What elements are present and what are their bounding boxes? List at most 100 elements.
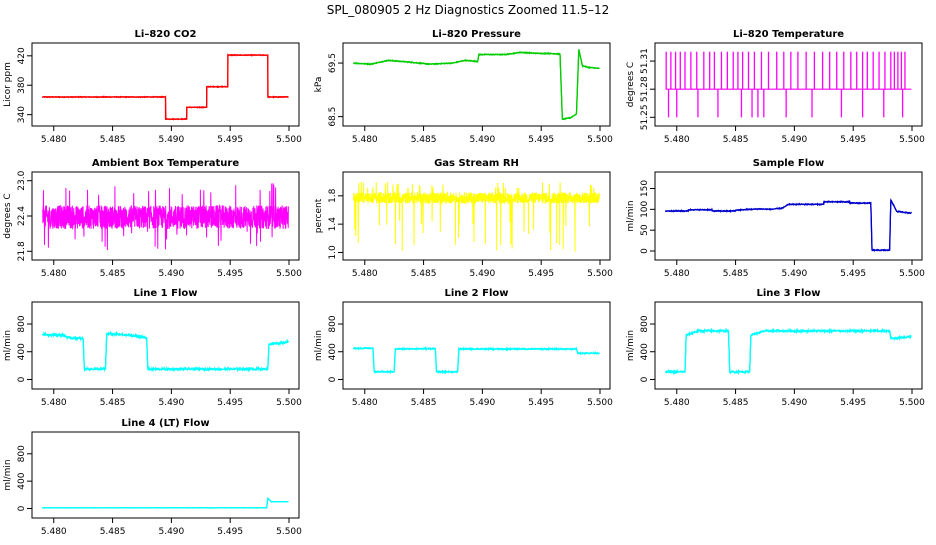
series-steps: [665, 330, 912, 373]
chart-title: Line 2 Flow: [445, 288, 509, 299]
x-tick-label: 5.485: [411, 135, 437, 145]
y-tick-label: 50: [640, 224, 650, 236]
y-tick-label: 400: [328, 343, 338, 360]
plot-frame: [342, 42, 611, 127]
x-tick-label: 5.480: [41, 135, 67, 145]
x-tick-label: 5.485: [723, 398, 749, 408]
y-axis-label: ml/min: [3, 459, 13, 490]
chart-panel: Ambient Box Temperature degrees C 5.480 5.4…: [3, 158, 302, 279]
series-line: [42, 497, 289, 509]
x-tick-label: 5.495: [528, 269, 554, 279]
y-axis-label: degrees C: [626, 62, 636, 107]
x-tick-label: 5.480: [664, 398, 690, 408]
y-tick-label: 150: [640, 180, 650, 197]
y-tick-label: 22.4: [17, 206, 27, 226]
chart-panel: Li–820 CO2 Licor ppm 5.480 5.485 5.490 5.495 5…: [3, 29, 302, 145]
y-tick-label: 800: [328, 315, 338, 332]
x-tick-label: 5.495: [840, 135, 866, 145]
plot-frame: [654, 301, 923, 390]
x-tick-label: 5.495: [217, 135, 243, 145]
main-title: SPL_080905 2 Hz Diagnostics Zoomed 11.5–…: [327, 3, 610, 17]
x-tick-label: 5.500: [587, 135, 613, 145]
y-tick-label: 69.5: [328, 53, 338, 73]
x-tick-label: 5.500: [276, 398, 302, 408]
series-steps: [665, 199, 912, 251]
plot-frame: [342, 171, 611, 261]
y-axis-label: ml/min: [3, 330, 13, 361]
series-steps: [42, 496, 289, 509]
y-tick-label: 1.4: [328, 217, 338, 232]
chart-panel: Line 2 Flow ml/min 5.480 5.485 5.490 5.495 5.5…: [314, 288, 613, 408]
series-line: [42, 330, 289, 373]
x-tick-label: 5.495: [528, 398, 554, 408]
y-tick-label: 380: [17, 76, 27, 93]
y-axis-label: ml/min: [626, 330, 636, 361]
x-tick-label: 5.500: [899, 135, 925, 145]
y-tick-label: 21.8: [17, 241, 27, 261]
x-tick-label: 5.485: [411, 398, 437, 408]
x-tick-label: 5.495: [840, 269, 866, 279]
x-tick-label: 5.480: [41, 398, 67, 408]
x-tick-label: 5.500: [587, 269, 613, 279]
chart-title: Li–820 CO2: [135, 29, 197, 40]
x-tick-label: 5.495: [528, 135, 554, 145]
x-tick-label: 5.480: [352, 269, 378, 279]
x-tick-label: 5.500: [276, 527, 302, 537]
x-tick-label: 5.480: [664, 135, 690, 145]
chart-title: Li–820 Pressure: [432, 29, 521, 40]
y-tick-label: 0: [328, 376, 338, 382]
x-tick-label: 5.480: [352, 135, 378, 145]
x-tick-label: 5.490: [781, 135, 807, 145]
x-tick-label: 5.500: [899, 269, 925, 279]
chart-title: Ambient Box Temperature: [92, 158, 239, 169]
x-tick-label: 5.495: [217, 269, 243, 279]
y-axis-label: Licor ppm: [3, 62, 13, 107]
plot-frame: [654, 42, 923, 127]
series-steps: [353, 347, 600, 373]
y-tick-label: 1.8: [328, 188, 338, 203]
y-tick-label: 1.0: [328, 245, 338, 260]
chart-panel: Li–820 Temperature degrees C 5.480 5.485 5.4…: [626, 29, 925, 145]
series-line: [42, 183, 289, 251]
x-tick-label: 5.490: [158, 527, 184, 537]
chart-panel: Li–820 Pressure kPa 5.480 5.485 5.490 5.495 5.…: [314, 29, 613, 145]
plot-frame: [654, 171, 923, 261]
x-tick-label: 5.480: [664, 269, 690, 279]
plot-frame: [31, 301, 300, 390]
y-tick-label: 0: [17, 376, 27, 382]
plot-frame: [31, 431, 300, 519]
chart-panel: Line 3 Flow ml/min 5.480 5.485 5.490 5.495 5.5…: [626, 288, 925, 408]
y-tick-label: 420: [17, 47, 27, 64]
y-tick-label: 0: [640, 248, 650, 254]
y-axis-label: ml/min: [626, 200, 636, 231]
y-tick-label: 51.31: [640, 48, 650, 74]
series-line: [353, 346, 600, 375]
series-line: [665, 327, 912, 376]
y-axis-label: degrees C: [3, 193, 13, 238]
x-tick-label: 5.485: [100, 527, 126, 537]
series-line: [353, 181, 600, 252]
x-tick-label: 5.490: [469, 135, 495, 145]
y-tick-label: 800: [17, 315, 27, 332]
chart-title: Gas Stream RH: [434, 158, 519, 169]
y-tick-label: 51.25: [640, 104, 650, 130]
x-tick-label: 5.485: [723, 269, 749, 279]
y-tick-label: 800: [17, 445, 27, 462]
plot-frame: [31, 42, 300, 127]
y-axis-label: percent: [314, 198, 324, 233]
x-tick-label: 5.500: [276, 269, 302, 279]
y-tick-label: 68.5: [328, 107, 338, 127]
chart-title: Line 1 Flow: [134, 288, 198, 299]
chart-panel: Line 1 Flow ml/min 5.480 5.485 5.490 5.495 5.5…: [3, 288, 302, 408]
x-tick-label: 5.500: [276, 135, 302, 145]
x-tick-label: 5.490: [158, 269, 184, 279]
x-tick-label: 5.485: [411, 269, 437, 279]
x-tick-label: 5.480: [41, 527, 67, 537]
x-tick-label: 5.500: [587, 398, 613, 408]
chart-title: Sample Flow: [753, 158, 825, 169]
y-tick-label: 800: [640, 315, 650, 332]
x-tick-label: 5.485: [100, 269, 126, 279]
y-axis-label: kPa: [314, 77, 324, 93]
